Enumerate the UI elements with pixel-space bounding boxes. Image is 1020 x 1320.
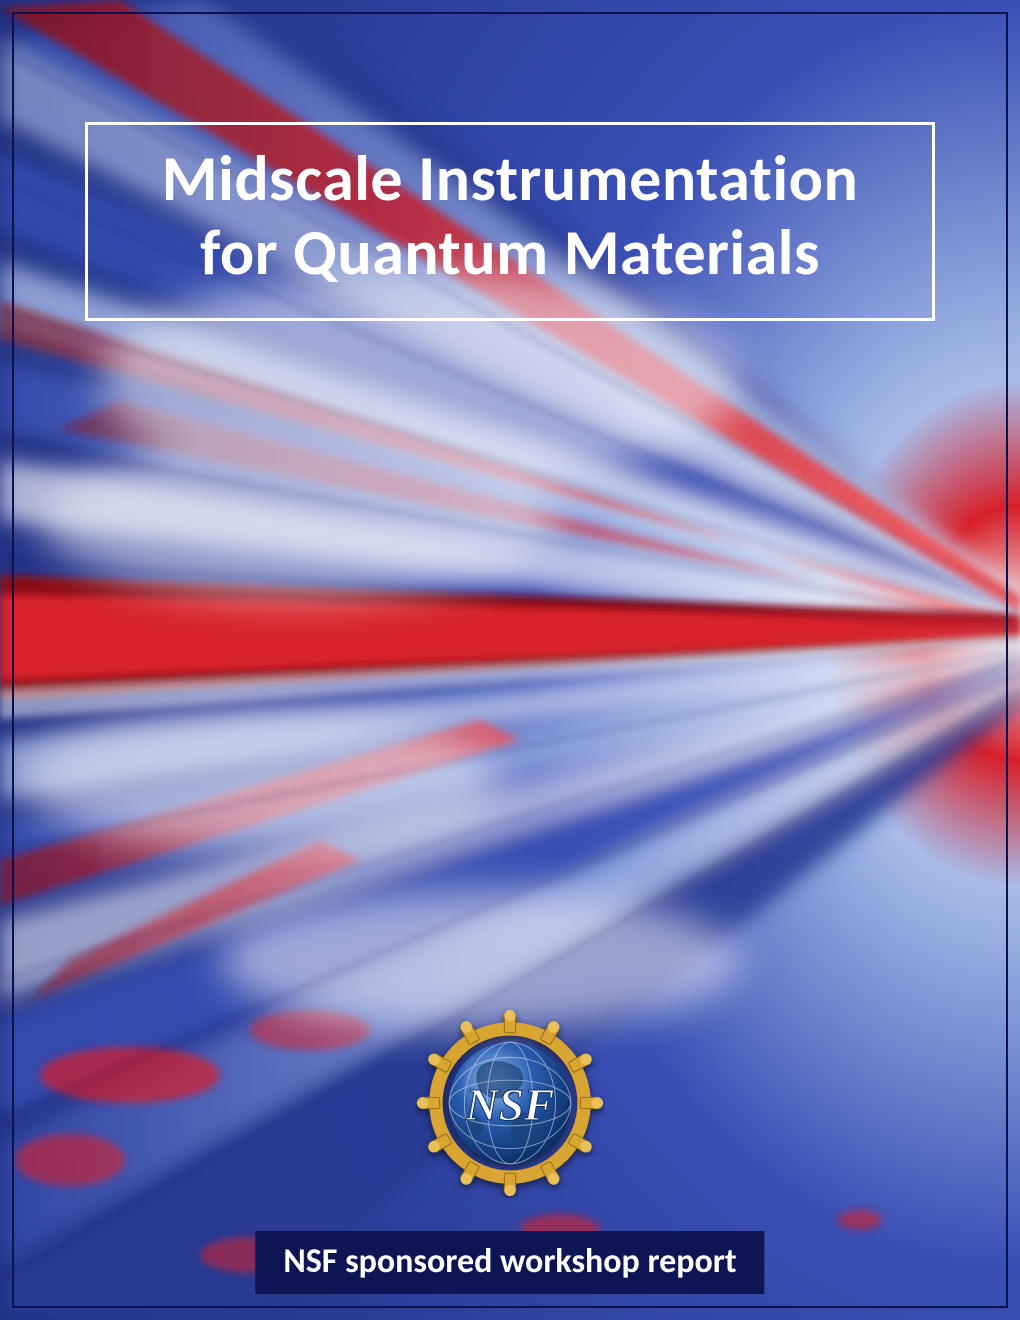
footer-text: NSF sponsored workshop report xyxy=(283,1241,736,1282)
title-line-2: for Quantum Materials xyxy=(200,214,820,292)
title-line-1: Midscale Instrumentation xyxy=(162,140,859,218)
page-title: Midscale Instrumentation for Quantum Mat… xyxy=(116,143,904,290)
logo-text: NSF xyxy=(465,1079,555,1130)
cover-page: Midscale Instrumentation for Quantum Mat… xyxy=(0,0,1020,1320)
title-box: Midscale Instrumentation for Quantum Mat… xyxy=(85,122,935,321)
nsf-logo: NSF xyxy=(415,1008,605,1198)
footer-bar: NSF sponsored workshop report xyxy=(255,1231,764,1294)
